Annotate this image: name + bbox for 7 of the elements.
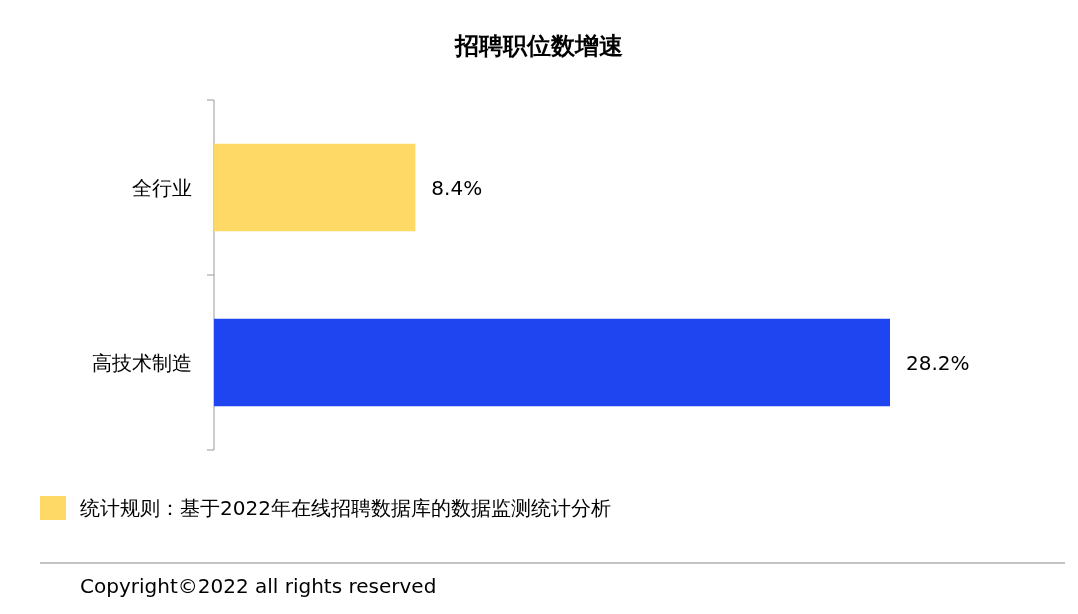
y-tick-label: 全行业 <box>132 175 192 200</box>
data-label: 28.2% <box>906 350 970 375</box>
data-label: 8.4% <box>431 175 483 200</box>
text: Copyright©2022 all rights reserved <box>80 574 437 598</box>
chart-title: 招聘职位数增速 <box>454 32 623 60</box>
y-tick-label: 高技术制造 <box>92 350 192 375</box>
text: 统计规则：基于2022年在线招聘数据库的数据监测统计分析 <box>80 496 611 520</box>
